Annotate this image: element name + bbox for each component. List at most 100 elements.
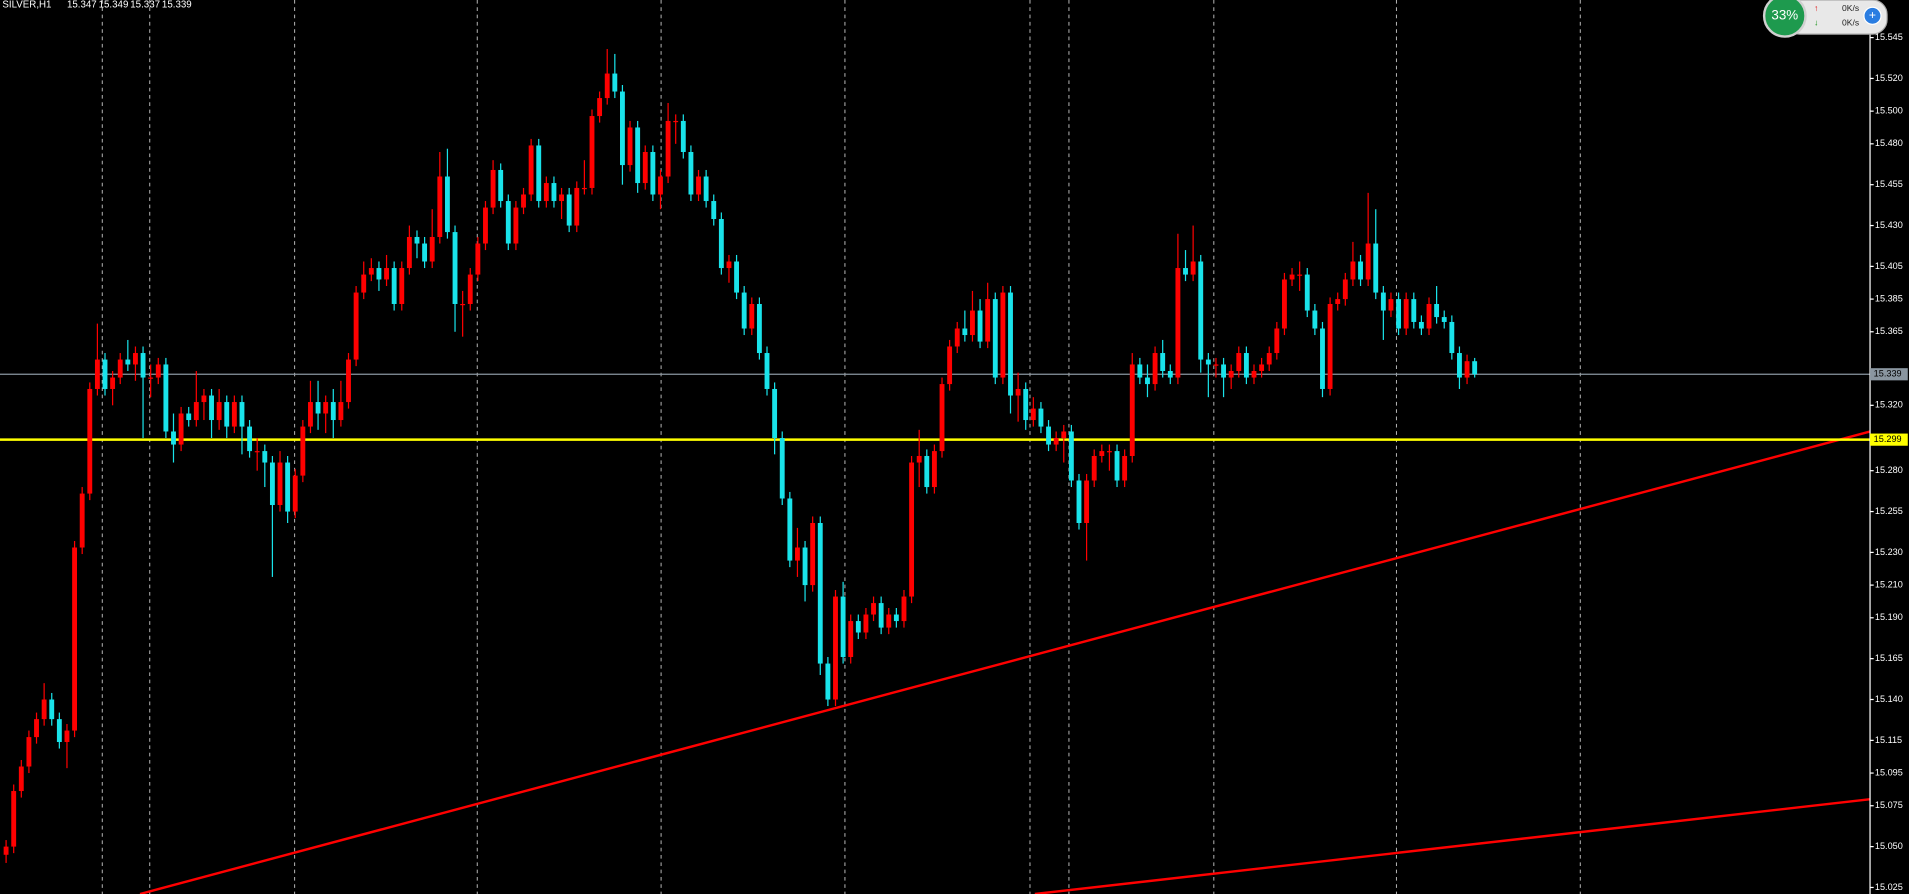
candle-body xyxy=(1053,438,1059,445)
candle-body xyxy=(726,261,732,269)
candle-body xyxy=(308,402,313,427)
candle-body xyxy=(795,547,800,561)
candle-body xyxy=(574,187,580,226)
candle-body xyxy=(1046,426,1051,445)
candle-body xyxy=(1373,243,1379,293)
candle-body xyxy=(1038,408,1044,427)
candle-body xyxy=(543,183,549,202)
candle-body xyxy=(863,614,869,633)
candle-body xyxy=(665,120,671,177)
candle-body xyxy=(734,261,740,293)
candle-body xyxy=(1061,431,1067,439)
candle-body xyxy=(1358,261,1363,280)
candle-body xyxy=(1396,299,1402,329)
candle-body xyxy=(209,395,214,421)
candle-body xyxy=(376,268,382,280)
candle-body xyxy=(810,522,816,586)
candle-body xyxy=(1137,364,1143,378)
candle-body xyxy=(133,353,138,365)
y-tick-label: 15.385 xyxy=(1875,293,1903,303)
candle-body xyxy=(970,310,975,336)
candle-body xyxy=(916,455,922,463)
symbol: SILVER,H1 xyxy=(2,0,51,10)
candle-body xyxy=(1266,353,1272,365)
candle-body xyxy=(1350,261,1356,280)
candle-body xyxy=(155,364,161,378)
candle-body xyxy=(1251,371,1257,378)
candle-body xyxy=(977,310,983,342)
candle-body xyxy=(346,359,351,403)
y-tick-label: 15.025 xyxy=(1875,882,1903,892)
candle-body xyxy=(528,145,534,195)
candle-body xyxy=(992,299,998,378)
candle-body xyxy=(871,603,876,615)
candle-body xyxy=(779,438,785,499)
candle-body xyxy=(680,120,686,152)
candle-body xyxy=(125,359,131,365)
candle-body xyxy=(1091,455,1097,481)
candle-body xyxy=(893,614,899,622)
candle-body xyxy=(802,547,808,586)
net-widget: 33% ↑ ↓ 0K/s 0K/s + xyxy=(1762,0,1888,38)
candle-body xyxy=(947,346,953,385)
candle-body xyxy=(1426,303,1432,329)
candle-body xyxy=(163,364,169,432)
candle-body xyxy=(361,274,367,293)
candle-body xyxy=(300,426,306,476)
candle-body xyxy=(224,402,230,427)
candle-body xyxy=(277,462,283,506)
candle-body xyxy=(1335,299,1341,304)
quote-high: 15.349 xyxy=(99,0,129,10)
candle-body xyxy=(1243,353,1249,378)
candle-body xyxy=(467,274,473,304)
candle-body xyxy=(1129,364,1135,456)
candle-body xyxy=(1434,303,1440,318)
candle-body xyxy=(1457,353,1462,378)
candle-body xyxy=(1464,361,1470,378)
candle-body xyxy=(627,127,633,166)
candle-body xyxy=(1213,364,1219,366)
candle-body xyxy=(56,719,62,743)
candle-body xyxy=(825,663,831,700)
candle-body xyxy=(239,402,245,427)
trendline xyxy=(1034,797,1871,894)
candle-body xyxy=(521,194,526,208)
percent-circle xyxy=(1762,0,1807,38)
candle-body xyxy=(855,621,861,633)
candle-body xyxy=(1411,299,1417,322)
candle-body xyxy=(931,451,937,488)
candle-body xyxy=(513,207,519,244)
candle-body xyxy=(1152,353,1158,385)
candle-body xyxy=(939,384,945,452)
candle-body xyxy=(216,402,222,421)
quote-close: 15.339 xyxy=(162,0,192,10)
candle-body xyxy=(1449,321,1455,354)
y-tick-label: 15.430 xyxy=(1875,220,1903,230)
level-line-tag xyxy=(1870,433,1908,446)
add-button[interactable] xyxy=(1863,6,1882,25)
candle-body xyxy=(1167,371,1173,378)
candle-body xyxy=(1008,292,1013,396)
candle-body xyxy=(193,402,199,421)
candle-body xyxy=(1076,480,1082,523)
candle-body xyxy=(444,176,450,233)
candle-body xyxy=(140,353,146,378)
y-tick-label: 15.255 xyxy=(1875,506,1903,516)
quote-open: 15.347 xyxy=(67,0,97,10)
candle-body xyxy=(886,614,892,628)
candle-body xyxy=(414,236,420,244)
candle-body xyxy=(1418,321,1424,329)
candle-body xyxy=(658,176,663,195)
y-tick-label: 15.520 xyxy=(1875,73,1903,83)
candle-body xyxy=(1122,455,1128,481)
candle-body xyxy=(962,328,968,336)
candle-body xyxy=(1114,451,1120,481)
y-tick-label: 15.050 xyxy=(1875,841,1903,851)
candle-body xyxy=(254,451,260,453)
candle-body xyxy=(1084,480,1090,523)
y-tick-label: 15.365 xyxy=(1875,326,1903,336)
candle-body xyxy=(1145,377,1150,385)
